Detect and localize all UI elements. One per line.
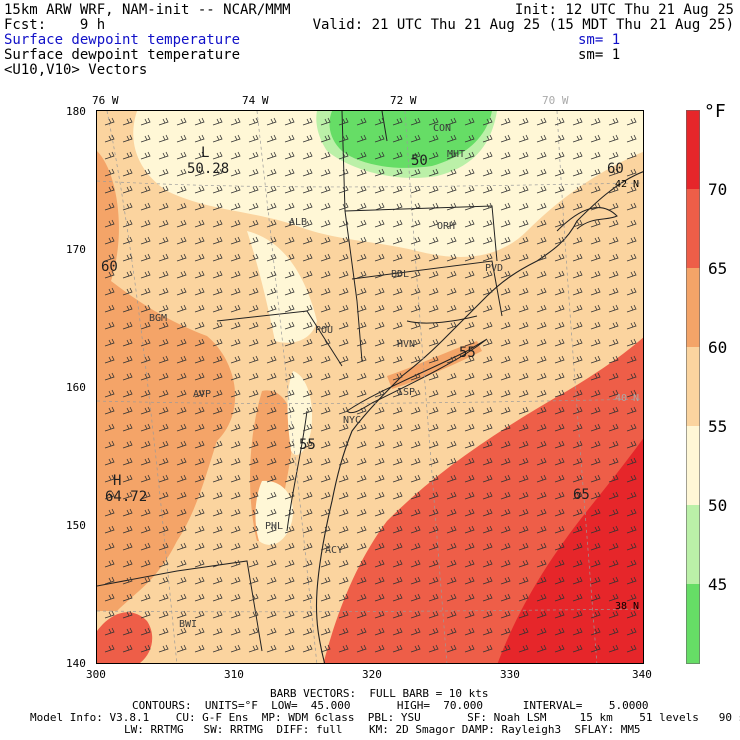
valid-time: Valid: 21 UTC Thu 21 Aug 25 (15 MDT Thu … (312, 17, 734, 33)
low-marker: L (201, 145, 210, 161)
colorbar-swatch-75 (686, 110, 700, 190)
lon-label-74w: 74 W (242, 94, 269, 107)
colorbar-swatch-45 (686, 584, 700, 664)
model-info-line2: LW: RRTMG SW: RRTMG DIFF: full KM: 2D Sm… (124, 723, 641, 736)
station-alb: ALB (289, 217, 308, 228)
field-smoothing-contour: sm= 1 (578, 47, 621, 63)
station-nyc: NYC (343, 415, 362, 426)
forecast-hour: Fcst: 9 h (4, 17, 106, 33)
y-tick-170: 170 (66, 243, 86, 256)
x-tick-330: 330 (500, 668, 520, 681)
contour-label-50: 50 (411, 153, 428, 169)
station-pvd: PVD (485, 263, 504, 274)
contour-label-55-nj: 55 (299, 437, 316, 453)
lon-label-76w: 76 W (92, 94, 119, 107)
fill-65-70-li (387, 341, 482, 389)
init-time: Init: 12 UTC Thu 21 Aug 25 (514, 2, 734, 18)
station-orh: ORH (437, 221, 456, 232)
colorbar-swatch-60 (686, 347, 700, 427)
fill-55-60-phl (255, 480, 293, 545)
station-hvn: HVN (397, 339, 416, 350)
long-island (346, 338, 488, 414)
barb-legend: BARB VECTORS: FULL BARB = 10 kts (270, 687, 489, 700)
contour-label-60-ne: 60 (607, 161, 624, 177)
fill-55-60-nj (287, 371, 313, 455)
lon-label-70w: 70 W (542, 94, 569, 107)
high-value: 64.72 (105, 489, 148, 505)
x-tick-340: 340 (632, 668, 652, 681)
x-tick-300: 300 (86, 668, 106, 681)
station-bdl: BDL (391, 269, 410, 280)
field-label-contour: Surface dewpoint temperature (4, 47, 241, 63)
low-value: 50.28 (187, 161, 230, 177)
model-title: 15km ARW WRF, NAM-init -- NCAR/MMM (4, 2, 291, 18)
station-mht: MHT (447, 149, 466, 160)
state-borders (97, 111, 503, 652)
y-tick-180: 180 (66, 105, 86, 118)
high-marker: H (113, 473, 122, 489)
fill-75-plus-offshore (497, 438, 643, 663)
cape-cod (556, 207, 618, 232)
y-tick-140: 140 (66, 657, 86, 670)
station-avp: AVP (193, 389, 212, 400)
station-acy: ACY (325, 545, 344, 556)
field-label-primary: Surface dewpoint temperature (4, 32, 241, 48)
y-tick-150: 150 (66, 519, 86, 532)
colorbar-label-70: 70 (708, 180, 728, 199)
lon-label-72w: 72 W (390, 94, 417, 107)
dewpoint-map (97, 111, 643, 663)
x-tick-310: 310 (224, 668, 244, 681)
station-isp: ISP (397, 387, 416, 398)
vector-label: <U10,V10> Vectors (4, 62, 148, 78)
contour-legend: CONTOURS: UNITS=°F LOW= 45.000 HIGH= 70.… (132, 699, 649, 712)
colorbar (686, 110, 700, 664)
colorbar-swatch-70 (686, 189, 700, 269)
field-smoothing-primary: sm= 1 (578, 32, 621, 48)
map-panel: CON MHT ALB ORH BDL PVD BGM POU HVN ISP … (96, 110, 644, 664)
lat-label-40n: 40 N (615, 393, 640, 404)
colorbar-label-65: 65 (708, 259, 728, 278)
station-bgm: BGM (149, 313, 168, 324)
colorbar-unit: °F (704, 101, 726, 122)
station-con: CON (433, 123, 452, 134)
contour-label-55-li: 55 (459, 345, 476, 361)
colorbar-swatch-65 (686, 268, 700, 348)
colorbar-label-55: 55 (708, 417, 728, 436)
station-pou: POU (315, 325, 334, 336)
x-tick-320: 320 (362, 668, 382, 681)
lat-label-38n: 38 N (615, 601, 640, 612)
colorbar-label-45: 45 (708, 575, 728, 594)
colorbar-label-60: 60 (708, 338, 728, 357)
fill-55-60-hudson (247, 231, 317, 343)
colorbar-swatch-55 (686, 426, 700, 506)
station-bwi: BWI (179, 619, 198, 630)
colorbar-swatch-50 (686, 505, 700, 585)
lat-label-42n: 42 N (615, 179, 640, 190)
model-info-line1: Model Info: V3.8.1 CU: G-F Ens MP: WDM 6… (30, 711, 740, 724)
colorbar-label-50: 50 (708, 496, 728, 515)
contour-label-60-w: 60 (101, 259, 118, 275)
y-tick-160: 160 (66, 381, 86, 394)
coastline (315, 171, 643, 663)
graticule (97, 111, 643, 663)
station-phl: PHL (265, 521, 284, 532)
wind-barbs (104, 117, 637, 653)
contour-label-65: 65 (573, 487, 590, 503)
